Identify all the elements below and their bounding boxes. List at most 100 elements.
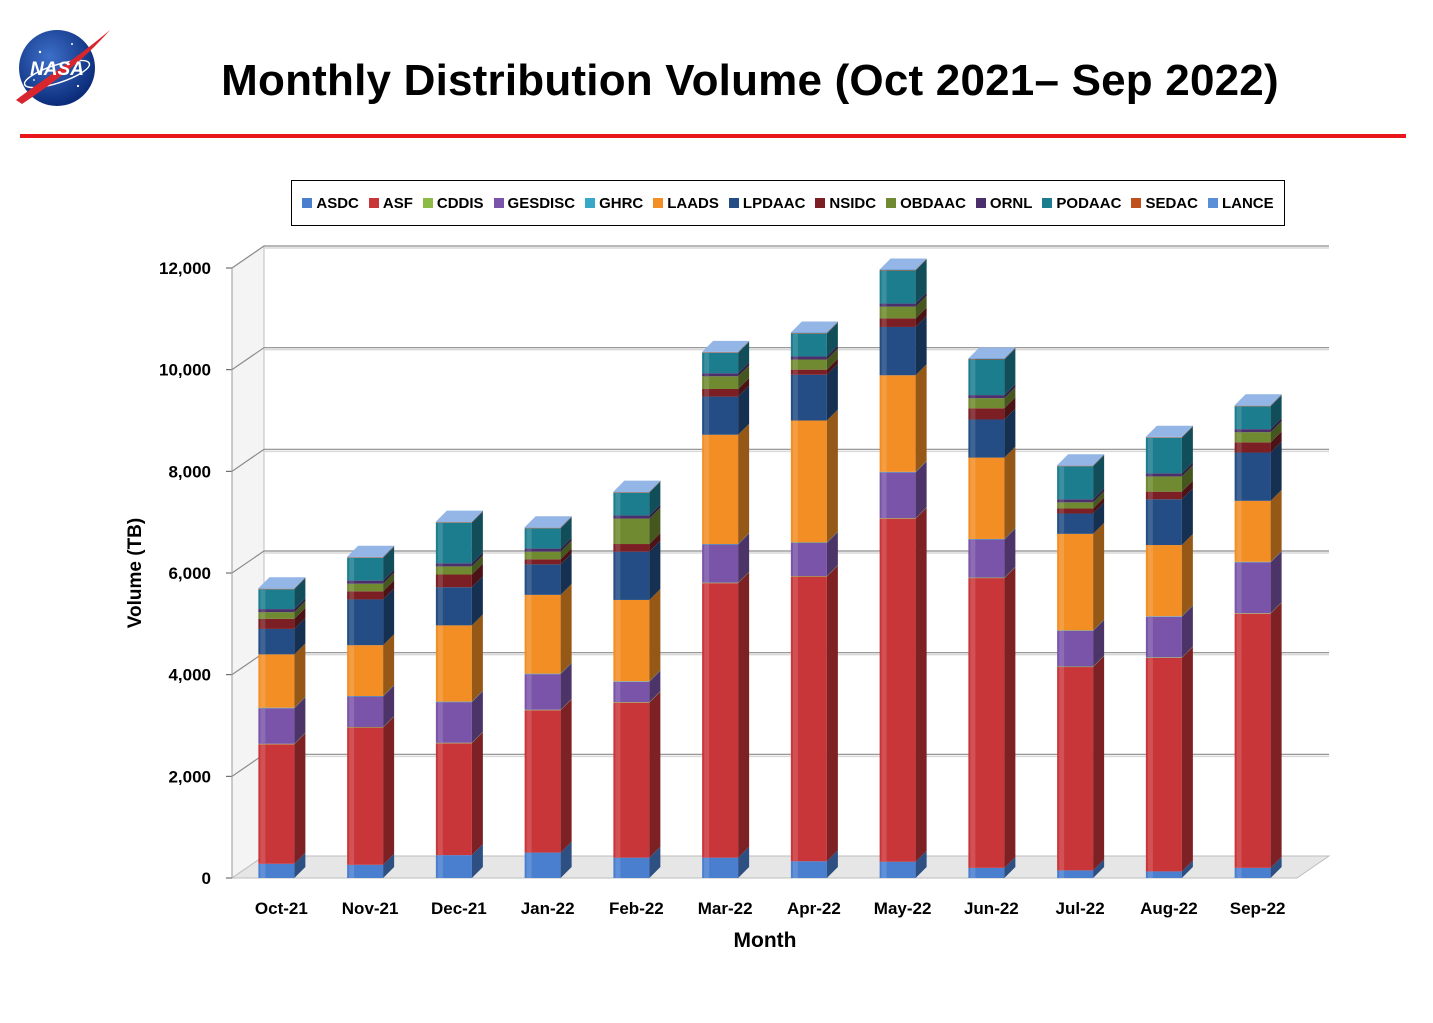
- bar-highlight: [1236, 432, 1242, 443]
- bar-side: [560, 537, 572, 552]
- bar-segment: [524, 516, 572, 528]
- bar-segment: [879, 295, 927, 319]
- bar-side: [1093, 655, 1105, 668]
- bar-segment: [702, 365, 750, 389]
- bar-front: [790, 369, 827, 375]
- bar-segment: [702, 341, 750, 353]
- bar-side: [1093, 454, 1105, 467]
- bar-highlight: [1059, 666, 1065, 668]
- bar-side: [1181, 426, 1193, 474]
- bar-segment: [790, 345, 838, 360]
- bar-segment: [702, 340, 750, 353]
- bar-front: [524, 527, 561, 528]
- bar-front: [347, 727, 384, 728]
- bar-front: [1234, 867, 1271, 878]
- bar-side: [1093, 454, 1105, 466]
- x-tick-label: Apr-22: [787, 899, 841, 918]
- bar-segment: [524, 540, 572, 560]
- bar-highlight: [260, 708, 266, 744]
- bar-side: [738, 341, 750, 353]
- legend-swatch: [1131, 198, 1142, 208]
- bar-side: [649, 481, 661, 493]
- bar-side: [649, 480, 661, 493]
- bar-segment: [1057, 522, 1105, 631]
- bar-segment: [258, 732, 306, 745]
- bar-side: [1093, 522, 1105, 631]
- bar-side: [471, 614, 483, 702]
- bar-highlight: [1059, 630, 1065, 631]
- bar-top: [1057, 454, 1105, 466]
- bar-side: [915, 364, 927, 472]
- bar-highlight: [437, 743, 443, 856]
- bar-highlight: [1236, 500, 1242, 562]
- bar-front: [258, 588, 295, 589]
- bar-front: [702, 544, 739, 545]
- legend-swatch: [975, 198, 986, 208]
- bar-segment: [1057, 502, 1105, 534]
- bar-highlight: [526, 673, 532, 675]
- bar-side: [560, 548, 572, 565]
- legend-label: ORNL: [989, 194, 1033, 212]
- bar-highlight: [1147, 436, 1153, 438]
- bar-segment: [435, 511, 483, 564]
- bar-side: [1004, 387, 1016, 409]
- bar-highlight: [1236, 867, 1242, 878]
- bar-segment: [613, 480, 661, 493]
- bar-highlight: [260, 588, 266, 590]
- bar-highlight: [881, 269, 887, 271]
- bar-highlight: [704, 373, 710, 377]
- bar-segment: [968, 347, 1016, 360]
- bar-side: [383, 580, 395, 600]
- bar-side: [1093, 619, 1105, 667]
- bar-segment: [258, 578, 306, 610]
- bar-front: [613, 491, 650, 493]
- nasa-logo: NASA: [12, 22, 112, 108]
- x-tick-label: Sep-22: [1230, 899, 1286, 918]
- bar-front: [790, 576, 827, 577]
- bar-side: [649, 507, 661, 545]
- bar-highlight: [349, 599, 355, 646]
- bar-side: [915, 307, 927, 327]
- bar-front: [435, 701, 472, 703]
- bar-highlight: [260, 744, 266, 864]
- bar-side: [1181, 860, 1193, 878]
- legend-label: NSIDC: [829, 194, 877, 212]
- bar-side: [826, 409, 838, 543]
- bar-highlight: [260, 618, 266, 629]
- legend-label: PODAAC: [1056, 194, 1122, 212]
- bar-side: [471, 731, 483, 744]
- bar-segment: [435, 563, 483, 588]
- x-tick-label: Mar-22: [698, 899, 753, 918]
- bar-side: [560, 540, 572, 560]
- bar-highlight: [615, 681, 621, 703]
- bar-front: [1234, 406, 1271, 430]
- bar-side: [294, 697, 306, 744]
- bar-segment: [702, 571, 750, 584]
- bar-front: [702, 351, 739, 353]
- bar-segment: [702, 533, 750, 583]
- bar-front: [524, 673, 561, 675]
- bar-highlight: [1147, 499, 1153, 546]
- bar-side: [294, 852, 306, 878]
- bar-segment: [347, 716, 395, 865]
- bar-segment: [524, 548, 572, 565]
- bar-highlight: [349, 696, 355, 697]
- bar-side: [738, 533, 750, 583]
- bar-segment: [613, 670, 661, 682]
- bar-side: [826, 531, 838, 544]
- bar-side: [1181, 488, 1193, 546]
- legend-swatch: [422, 198, 433, 208]
- bar-highlight: [1147, 657, 1153, 658]
- x-tick-label: Feb-22: [609, 899, 664, 918]
- bar-highlight: [1236, 442, 1242, 453]
- bar-front: [790, 333, 827, 357]
- bar-segment: [258, 601, 306, 619]
- bar-front: [790, 542, 827, 544]
- bar-highlight: [526, 548, 532, 552]
- bar-front: [435, 563, 472, 567]
- bar-highlight: [1236, 429, 1242, 433]
- bar-front: [1145, 476, 1182, 492]
- bar-highlight: [1236, 406, 1242, 430]
- bar-segment: [879, 850, 927, 878]
- bar-side: [738, 572, 750, 858]
